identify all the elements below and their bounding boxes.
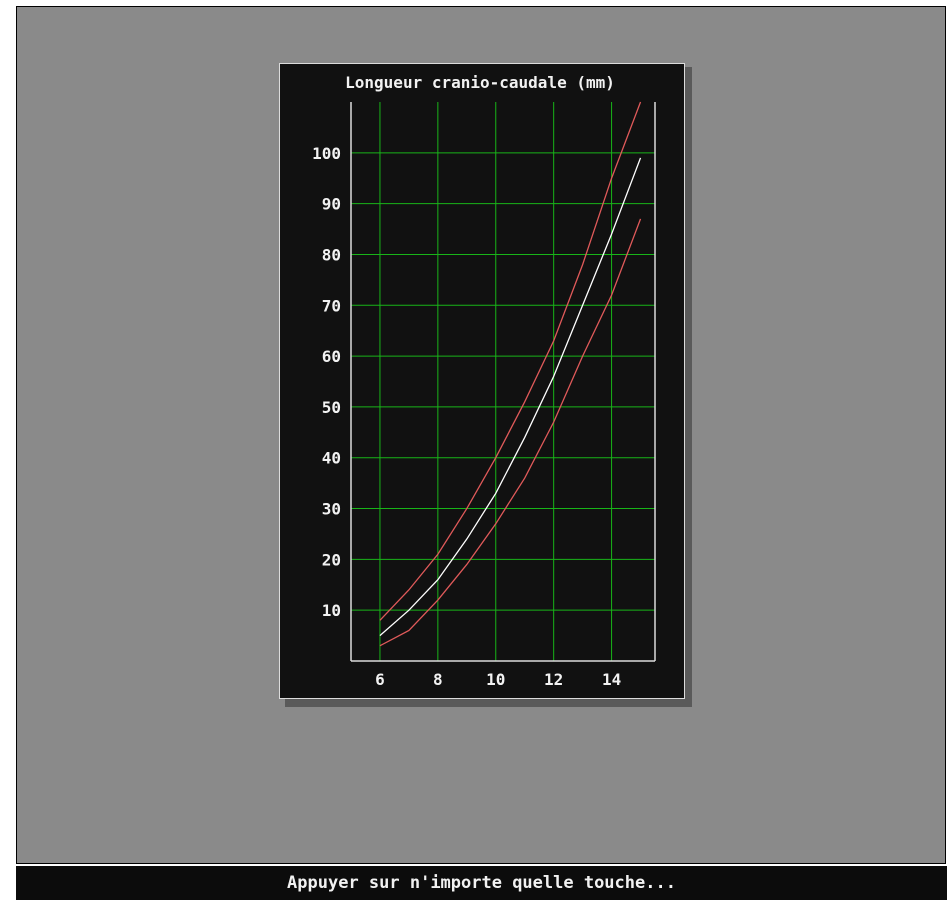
label-layer: 6 8 10 12 14 10 20 30 40 50 60 70 80 90 100 (312, 144, 621, 689)
x-tick-label: 6 (375, 670, 385, 689)
x-tick-label: 10 (486, 670, 505, 689)
x-tick-label: 12 (544, 670, 563, 689)
curve-layer (379, 101, 642, 647)
y-tick-label: 100 (312, 144, 341, 163)
series-line-0 (379, 157, 642, 637)
status-message: Appuyer sur n'importe quelle touche... (287, 873, 676, 893)
series-line-2 (379, 218, 642, 647)
y-tick-label: 40 (322, 449, 341, 468)
y-tick-label: 10 (322, 601, 341, 620)
y-tick-label: 50 (322, 398, 341, 417)
x-tick-label: 14 (602, 670, 621, 689)
series-line-1 (379, 101, 642, 621)
y-tick-label: 90 (322, 195, 341, 214)
y-tick-label: 60 (322, 347, 341, 366)
y-tick-label: 20 (322, 550, 341, 569)
chart-title: Longueur cranio-caudale (mm) (345, 73, 615, 92)
x-tick-label: 8 (433, 670, 443, 689)
y-tick-label: 30 (322, 500, 341, 519)
y-tick-label: 70 (322, 296, 341, 315)
y-tick-label: 80 (322, 245, 341, 264)
chart-window: 6 8 10 12 14 10 20 30 40 50 60 70 80 90 100 Longueur c… (279, 63, 685, 699)
grid-layer (351, 102, 655, 661)
chart-svg: 6 8 10 12 14 10 20 30 40 50 60 70 80 90 100 Longueur c… (312, 73, 656, 689)
status-bar: Appuyer sur n'importe quelle touche... (16, 866, 947, 900)
axis-layer (350, 102, 656, 662)
